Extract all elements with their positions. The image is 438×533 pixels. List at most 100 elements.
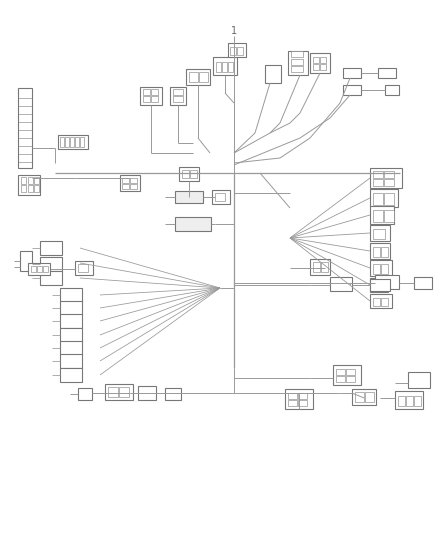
Bar [75,261,93,275]
Bar [75,137,79,147]
Bar [352,389,376,405]
Bar [143,89,150,95]
Bar [215,193,225,201]
Bar [291,51,303,57]
Bar [28,263,50,275]
Bar [78,264,88,272]
Bar [216,62,221,72]
Bar [373,298,380,306]
Bar [60,314,82,328]
Bar [228,43,246,57]
Bar [310,259,330,275]
Bar [173,89,183,95]
Bar [373,171,383,178]
Bar [365,392,374,402]
Bar [186,69,210,85]
Bar [70,137,74,147]
Bar [140,87,162,105]
Bar [60,368,82,382]
Bar [143,96,150,102]
Bar [60,137,64,147]
Bar [285,389,313,409]
Bar [373,210,383,222]
Bar [21,176,26,183]
Bar [20,251,32,271]
Bar [384,210,394,222]
Bar [346,369,355,375]
Bar [288,51,308,75]
Bar [222,62,227,72]
Bar [321,262,328,272]
Bar [375,275,399,289]
Bar [414,277,432,289]
Bar [28,185,32,192]
Bar [373,229,385,239]
Bar [119,387,129,397]
Bar [313,57,319,63]
Bar [373,264,380,274]
Bar [58,135,88,149]
Bar [398,396,405,406]
Bar [60,328,82,342]
Bar [18,175,40,195]
Bar [355,392,364,402]
Bar [213,57,237,75]
Bar [60,354,82,368]
Bar [122,184,129,189]
Bar [381,264,388,274]
Bar [130,178,137,183]
Bar [34,185,39,192]
Bar [336,376,345,382]
Bar [138,386,156,400]
Bar [291,59,303,64]
Bar [60,288,82,302]
Bar [40,271,62,285]
Bar [122,178,129,183]
Bar [105,384,133,400]
Bar [179,167,199,181]
Bar [370,260,392,276]
Bar [291,66,303,72]
Bar [370,225,390,241]
Bar [406,396,413,406]
Bar [37,266,42,272]
Bar [130,184,137,189]
Bar [170,87,186,105]
Bar [120,175,140,191]
Bar [310,53,330,73]
Bar [381,298,388,306]
Bar [378,68,396,78]
Bar [320,57,326,63]
Bar [408,372,430,388]
Bar [190,170,197,178]
Bar [78,388,92,400]
Bar [230,47,236,55]
Bar [370,206,394,224]
Bar [370,278,388,292]
Bar [320,64,326,70]
Bar [288,393,297,399]
Bar [385,85,399,95]
Bar [313,262,320,272]
Bar [199,72,208,82]
Bar [212,190,230,204]
Bar [108,387,118,397]
Bar [28,176,32,183]
Bar [288,400,297,406]
Bar [381,247,388,257]
Bar [298,400,307,406]
Bar [298,393,307,399]
Bar [346,376,355,382]
Bar [34,176,39,183]
Bar [237,47,243,55]
Bar [330,277,352,291]
Bar [370,168,402,188]
Bar [189,72,198,82]
Bar [21,185,26,192]
Bar [228,62,233,72]
Bar [175,191,203,203]
Bar [373,193,383,205]
Bar [373,247,380,257]
Bar [175,217,211,231]
Bar [336,369,345,375]
